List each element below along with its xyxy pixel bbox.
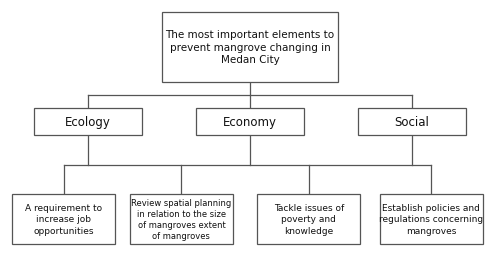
Text: Tackle issues of
poverty and
knowledge: Tackle issues of poverty and knowledge: [274, 203, 344, 235]
Text: Economy: Economy: [223, 116, 277, 129]
Text: Ecology: Ecology: [66, 116, 111, 129]
Text: Review spatial planning
in relation to the size
of mangroves extent
of mangroves: Review spatial planning in relation to t…: [132, 198, 232, 240]
Text: The most important elements to
prevent mangrove changing in
Medan City: The most important elements to prevent m…: [166, 30, 334, 65]
Text: Establish policies and
regulations concerning
mangroves: Establish policies and regulations conce…: [379, 203, 484, 235]
FancyBboxPatch shape: [196, 108, 304, 136]
FancyBboxPatch shape: [358, 108, 466, 136]
FancyBboxPatch shape: [12, 194, 115, 244]
FancyBboxPatch shape: [34, 108, 142, 136]
FancyBboxPatch shape: [130, 194, 233, 244]
FancyBboxPatch shape: [380, 194, 483, 244]
Text: Social: Social: [394, 116, 429, 129]
Text: A requirement to
increase job
opportunities: A requirement to increase job opportunit…: [25, 203, 102, 235]
FancyBboxPatch shape: [258, 194, 360, 244]
FancyBboxPatch shape: [162, 12, 338, 82]
